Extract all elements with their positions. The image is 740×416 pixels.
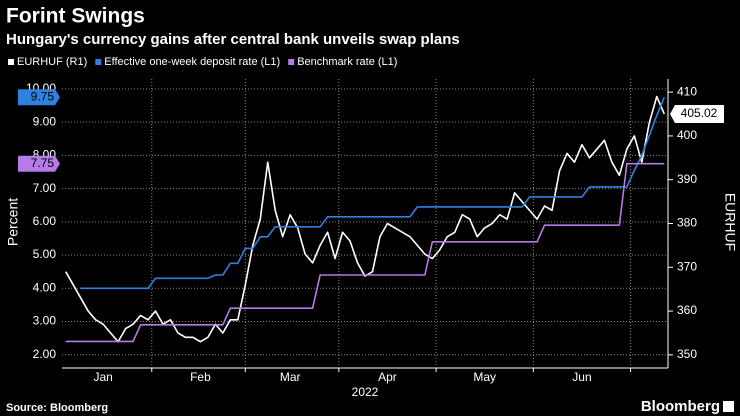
legend-label: EURHUF (R1) <box>17 56 87 68</box>
legend-swatch <box>288 59 295 65</box>
legend-label: Effective one-week deposit rate (L1) <box>104 56 280 68</box>
legend-swatch <box>8 59 14 65</box>
chart-title: Forint Swings <box>6 5 145 28</box>
x-tick-label: Jun <box>572 370 591 384</box>
x-tick-label: Feb <box>190 370 211 384</box>
y-tick-label: 2.00 <box>33 347 57 361</box>
y-tick-label: 5.00 <box>33 247 57 261</box>
y2-tick-label: 380 <box>677 216 697 230</box>
brand: Bloomberg <box>641 398 720 415</box>
y-axis-label: Percent <box>5 198 21 246</box>
y-tick-label: 6.00 <box>33 214 57 228</box>
end-label: 9.75 <box>31 89 55 103</box>
y-tick-label: 4.00 <box>33 280 57 294</box>
x-tick-label: Apr <box>378 370 397 384</box>
series-line <box>80 96 666 290</box>
y-tick-label: 3.00 <box>33 314 57 328</box>
end-label-box <box>18 89 60 106</box>
y2-tick-label: 370 <box>677 259 697 273</box>
x-tick-label: Jan <box>93 370 112 384</box>
brand-icon <box>723 401 734 412</box>
end-label-box <box>670 104 724 123</box>
x-axis-label: 2022 <box>352 385 379 399</box>
y2-tick-label: 400 <box>677 128 697 142</box>
y2-tick-label: 350 <box>677 347 697 361</box>
y2-axis-label: EURHUF <box>722 193 738 251</box>
x-tick-label: Mar <box>280 370 301 384</box>
y2-tick-label: 360 <box>677 303 697 317</box>
y2-tick-label: 390 <box>677 172 697 186</box>
x-tick-label: May <box>473 370 496 384</box>
end-label: 405.02 <box>681 106 718 120</box>
series-line <box>65 162 665 343</box>
legend-label: Benchmark rate (L1) <box>297 56 397 68</box>
source: Source: Bloomberg <box>6 402 108 414</box>
y-tick-label: 7.00 <box>33 181 57 195</box>
legend-swatch <box>95 59 102 65</box>
end-label-box <box>18 155 60 172</box>
y2-tick-label: 410 <box>677 84 697 98</box>
chart-subtitle: Hungary's currency gains after central b… <box>6 31 460 48</box>
series-line <box>65 95 665 343</box>
y-tick-label: 9.00 <box>33 114 57 128</box>
end-label: 7.75 <box>31 156 55 170</box>
